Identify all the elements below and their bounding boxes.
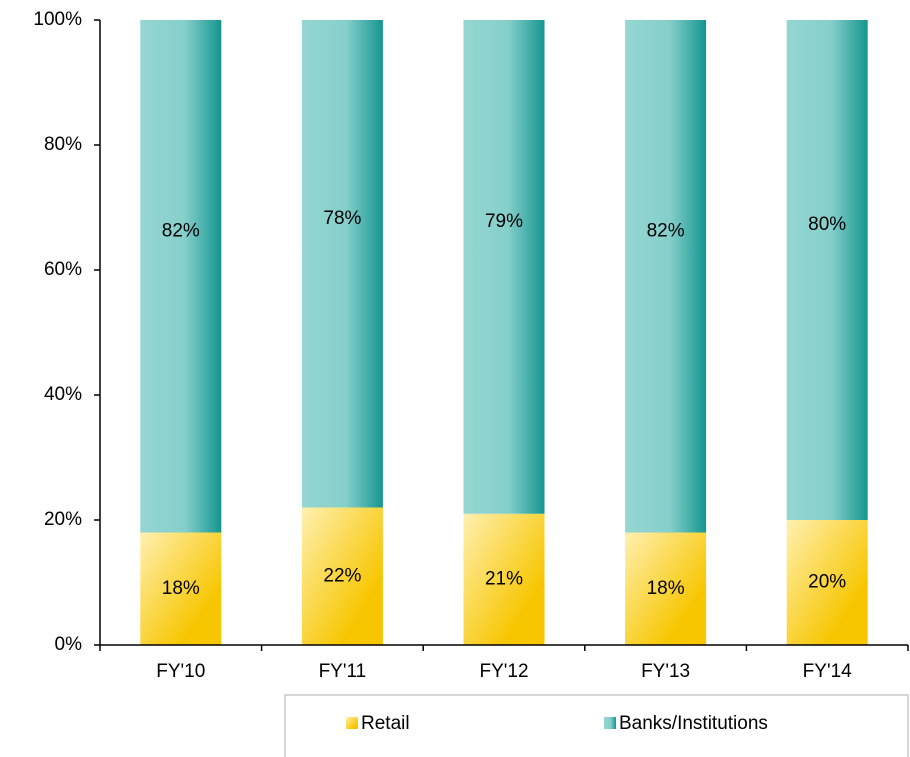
legend-marker (604, 717, 616, 729)
legend-box (284, 694, 909, 757)
y-tick-label: 0% (55, 634, 83, 655)
bar-segment (140, 532, 222, 645)
data-label: 78% (323, 208, 361, 229)
bar-segment (463, 20, 545, 514)
bar-segment (301, 20, 383, 508)
y-tick-label: 40% (44, 384, 82, 405)
y-tick-label: 100% (33, 9, 82, 30)
data-label: 20% (808, 572, 846, 593)
data-label: 22% (323, 565, 361, 586)
data-label: 18% (162, 578, 200, 599)
bar-segment (140, 20, 222, 533)
legend-label: Banks/Institutions (619, 713, 768, 734)
data-label: 80% (808, 214, 846, 235)
data-label: 82% (647, 220, 685, 241)
y-tick-label: 80% (44, 134, 82, 155)
bar-segment (301, 507, 383, 645)
data-label: 79% (485, 211, 523, 232)
bar-segment (786, 520, 868, 645)
data-label: 18% (647, 578, 685, 599)
x-tick-label: FY'12 (479, 661, 528, 682)
data-label: 21% (485, 568, 523, 589)
bar-segment (625, 20, 707, 533)
bar-segment (463, 513, 545, 645)
legend-label: Retail (361, 713, 410, 734)
y-tick-label: 60% (44, 259, 82, 280)
data-label: 82% (162, 220, 200, 241)
x-tick-label: FY'14 (803, 661, 852, 682)
x-tick-label: FY'10 (156, 661, 205, 682)
y-tick-label: 20% (44, 509, 82, 530)
legend-marker (346, 717, 358, 729)
bar-segment (786, 20, 868, 520)
bar-segment (625, 532, 707, 645)
x-tick-label: FY'11 (319, 661, 367, 682)
x-tick-label: FY'13 (641, 661, 690, 682)
